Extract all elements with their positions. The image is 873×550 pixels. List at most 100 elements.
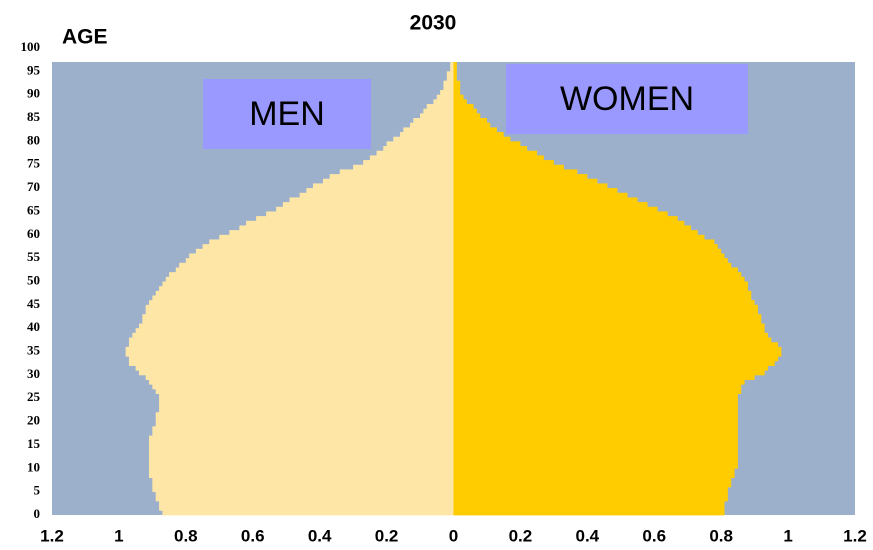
bar — [453, 164, 564, 170]
bar — [159, 505, 454, 511]
bar — [159, 393, 454, 399]
bar — [149, 435, 454, 441]
bar — [149, 458, 454, 465]
bar — [453, 99, 467, 105]
bar — [433, 99, 454, 105]
y-tick-label: 90 — [27, 86, 40, 101]
bar — [403, 127, 454, 133]
bar — [128, 337, 454, 343]
bar — [289, 197, 454, 203]
bar — [145, 309, 454, 315]
bar — [128, 342, 454, 348]
bar — [453, 150, 538, 156]
x-tick-label: 0.4 — [576, 526, 600, 545]
bar — [159, 500, 454, 507]
bar — [135, 365, 454, 371]
bar — [165, 276, 454, 282]
bar — [155, 416, 454, 422]
bar — [149, 444, 454, 451]
bar — [152, 486, 454, 493]
bar — [453, 248, 722, 254]
bar — [453, 384, 742, 390]
bar — [453, 192, 628, 198]
bar — [453, 454, 738, 460]
bar — [446, 76, 454, 82]
bar — [453, 272, 742, 278]
y-tick-label: 85 — [27, 109, 41, 124]
bar — [453, 458, 738, 465]
bar — [179, 262, 454, 268]
bar — [155, 412, 454, 418]
bar — [276, 206, 454, 212]
bar — [149, 379, 454, 385]
bar — [155, 388, 454, 394]
bar — [436, 94, 454, 100]
bar — [149, 463, 454, 469]
bar — [152, 426, 454, 432]
bar — [443, 80, 454, 86]
bar — [453, 71, 457, 77]
bar — [453, 346, 782, 352]
bar — [128, 356, 454, 362]
bar — [453, 206, 658, 212]
bar — [453, 122, 491, 128]
bar — [453, 407, 738, 413]
bar — [453, 118, 487, 124]
bar — [138, 370, 454, 376]
bar — [453, 472, 735, 479]
bar — [410, 122, 454, 128]
bar — [175, 267, 454, 273]
bar — [453, 463, 738, 469]
bar — [413, 118, 454, 124]
legend-label: MEN — [249, 95, 325, 133]
y-tick-label: 35 — [27, 343, 41, 358]
bar — [453, 146, 528, 152]
bar — [453, 412, 738, 418]
bar — [149, 440, 454, 446]
y-tick-label: 95 — [27, 62, 41, 77]
bar — [453, 416, 738, 422]
x-tick-label: 0.8 — [174, 526, 198, 545]
y-tick-label: 45 — [27, 296, 41, 311]
bar — [329, 174, 454, 180]
y-tick-label: 20 — [27, 413, 40, 428]
bar — [453, 477, 732, 483]
bar — [142, 318, 454, 324]
bar — [443, 85, 454, 91]
y-tick-label: 25 — [27, 389, 41, 404]
bar — [125, 346, 454, 352]
bar — [185, 258, 454, 264]
bar — [453, 318, 762, 324]
bar — [453, 225, 692, 231]
bar — [149, 468, 454, 474]
bar — [453, 370, 765, 376]
bar — [189, 253, 454, 259]
x-tick-label: 0 — [449, 526, 458, 545]
bar — [219, 234, 454, 240]
bar — [159, 286, 454, 292]
bar — [453, 468, 735, 474]
bar — [239, 225, 454, 231]
bar — [453, 155, 544, 161]
bar — [453, 136, 511, 142]
bar — [229, 230, 454, 236]
y-tick-label: 30 — [27, 366, 40, 381]
bar — [453, 113, 481, 119]
bar — [453, 276, 745, 282]
y-tick-label: 60 — [27, 226, 40, 241]
legend-box — [203, 79, 371, 149]
bar — [159, 402, 454, 408]
bar — [453, 393, 738, 399]
legend-label: WOMEN — [560, 80, 694, 118]
bar — [399, 132, 454, 138]
bar — [453, 351, 782, 357]
y-tick-label: 80 — [27, 132, 40, 147]
bar — [376, 150, 454, 156]
y-tick-label: 70 — [27, 179, 40, 194]
bar — [453, 230, 698, 236]
bar — [453, 216, 678, 222]
bar — [453, 104, 474, 110]
bar — [339, 169, 454, 175]
bar — [159, 398, 454, 404]
bar — [195, 248, 454, 254]
